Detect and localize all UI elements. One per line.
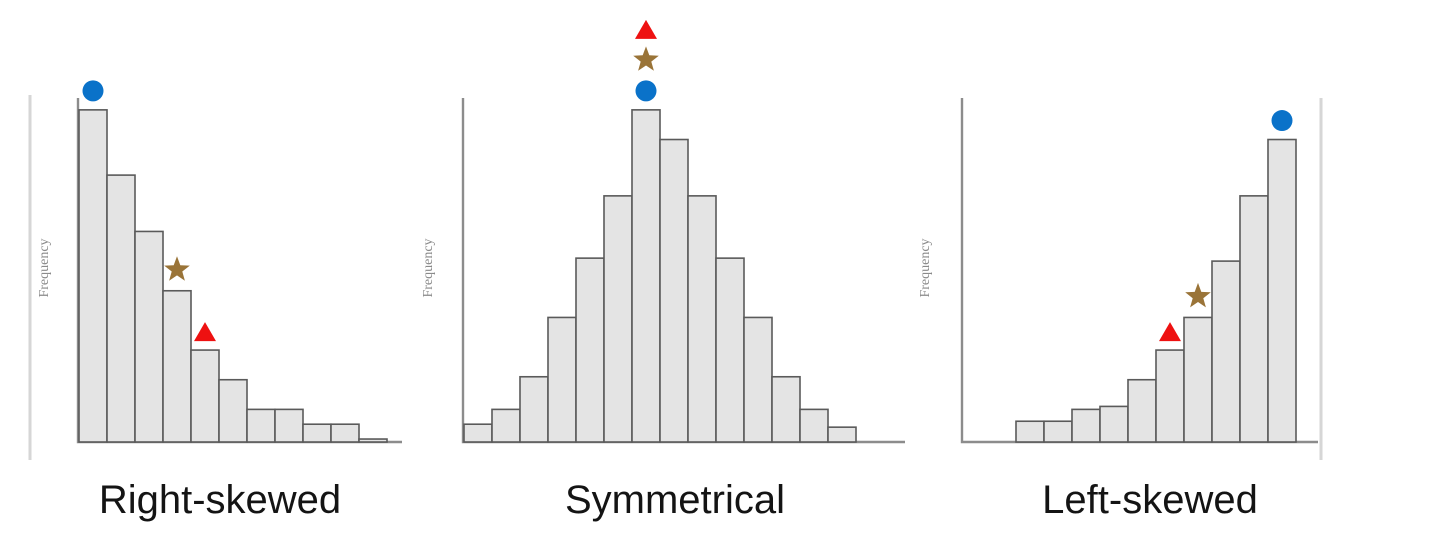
histogram-bar xyxy=(1155,349,1185,443)
histogram-bar xyxy=(463,423,493,443)
histogram-bar xyxy=(659,138,689,443)
histogram-bar xyxy=(1127,378,1157,443)
histogram-bar xyxy=(1183,316,1213,443)
histogram-bar xyxy=(1071,408,1101,443)
histogram-bar xyxy=(603,195,633,443)
histogram-bar xyxy=(687,195,717,443)
histogram-markers xyxy=(82,80,216,342)
histogram-bar xyxy=(162,289,192,443)
left-skewed-histogram: Frequency Left-skewed xyxy=(918,98,1323,522)
histogram-markers xyxy=(1159,110,1293,342)
histogram-bar xyxy=(218,378,248,443)
histogram-markers xyxy=(633,19,659,102)
histogram-bar xyxy=(134,230,164,443)
histogram-bar xyxy=(631,109,661,443)
histogram-bar xyxy=(827,426,857,443)
y-axis-label: Frequency xyxy=(37,238,52,297)
symmetrical-histogram: Frequency Symmetrical xyxy=(421,19,905,522)
chart-title: Symmetrical xyxy=(565,478,785,522)
histogram-bar xyxy=(1043,420,1073,443)
histogram-bars xyxy=(1015,138,1297,443)
histogram-bar xyxy=(1099,405,1129,443)
histogram-bar xyxy=(302,423,332,443)
histogram-bar xyxy=(799,408,829,443)
right-skewed-histogram: Frequency Right-skewed xyxy=(28,80,402,522)
histogram-bar xyxy=(1015,420,1045,443)
histogram-bar xyxy=(190,349,220,443)
circle-marker-icon xyxy=(82,80,104,102)
star-marker-icon xyxy=(164,256,190,281)
histogram-bar xyxy=(1211,260,1241,443)
y-axis-label: Frequency xyxy=(421,238,436,297)
histogram-bar xyxy=(547,316,577,443)
histogram-bars xyxy=(463,109,857,443)
star-marker-icon xyxy=(633,46,659,71)
histogram-bar xyxy=(106,174,136,443)
circle-marker-icon xyxy=(1271,110,1293,132)
histogram-bar xyxy=(743,316,773,443)
y-axis-label: Frequency xyxy=(918,238,933,297)
histogram-bar xyxy=(246,408,276,443)
triangle-marker-icon xyxy=(194,322,216,342)
histogram-bar xyxy=(575,257,605,443)
histogram-bar xyxy=(274,408,304,443)
histogram-bar xyxy=(519,375,549,443)
triangle-marker-icon xyxy=(635,19,657,39)
histogram-bar xyxy=(78,109,108,443)
histogram-bar xyxy=(330,423,360,443)
histogram-bar xyxy=(1239,195,1269,443)
histogram-bar xyxy=(715,257,745,443)
chart-title: Right-skewed xyxy=(99,478,341,522)
histogram-bars xyxy=(78,109,388,443)
histogram-bar xyxy=(358,438,388,443)
circle-marker-icon xyxy=(635,80,657,102)
triangle-marker-icon xyxy=(1159,322,1181,342)
histogram-bar xyxy=(491,408,521,443)
star-marker-icon xyxy=(1185,282,1211,308)
histogram-bar xyxy=(1267,138,1297,443)
chart-title: Left-skewed xyxy=(1042,478,1258,522)
histogram-bar xyxy=(771,375,801,443)
